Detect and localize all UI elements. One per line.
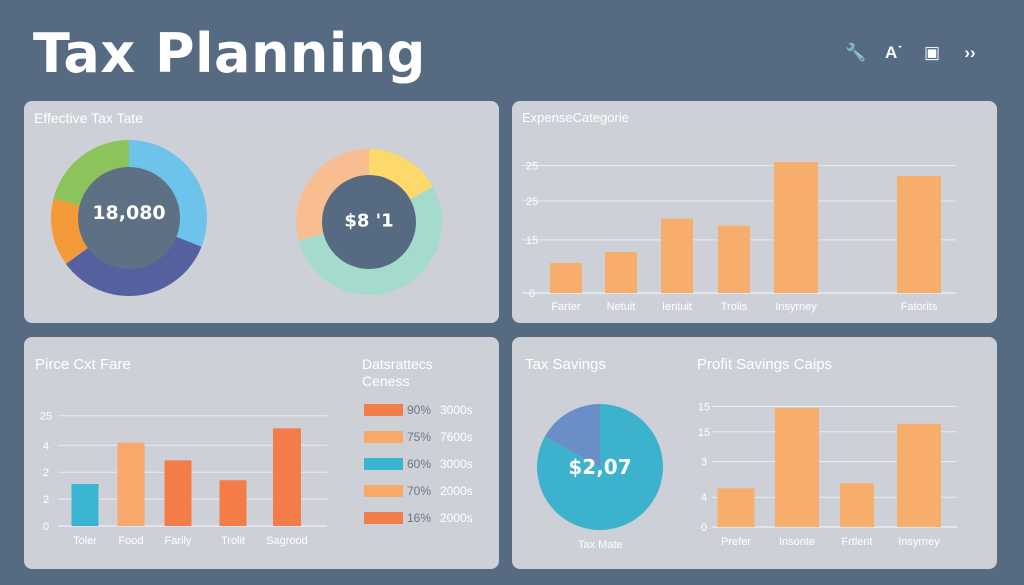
price-ytick-label: 2 <box>43 494 49 506</box>
user-sparkle-icon[interactable]: A˙ <box>885 43 903 62</box>
price-category-label: Toler <box>73 535 97 547</box>
tax-savings-pie-segment-1 <box>544 404 600 467</box>
profit-chart-title: Profit Savings Caips <box>697 356 833 373</box>
expense-category-label: Trolis <box>721 301 748 313</box>
price-category-label: Farily <box>165 535 192 547</box>
box-icon[interactable]: ▣ <box>923 43 941 62</box>
expense-chart-title: ExpenseCategorie <box>522 110 629 125</box>
profit-category-label: Frtlent <box>841 536 872 548</box>
page-title: Tax Planning <box>33 22 426 85</box>
legend-swatch <box>364 512 403 524</box>
price-ytick-label: 0 <box>43 521 49 533</box>
legend-title-line2: Ceness <box>362 373 410 389</box>
profit-category-label: Prefer <box>721 536 751 548</box>
price-bar-farily <box>164 460 192 526</box>
expense-category-label: Ientuit <box>662 301 692 313</box>
profit-ytick-label: 15 <box>698 401 710 413</box>
expense-category-label: Farter <box>551 301 581 313</box>
expense-ytick-label: 25 <box>526 161 538 173</box>
price-bar-food <box>117 442 145 526</box>
expense-category-label: Fatorits <box>901 301 938 313</box>
double-chevron-right-icon[interactable]: ›› <box>964 43 976 62</box>
legend-value: 3000s <box>440 457 473 471</box>
price-panel <box>24 337 499 569</box>
expense-bar-netuit <box>605 251 637 293</box>
donut1-center-value: 18,080 <box>92 202 166 224</box>
profit-bar-frtlent <box>840 483 874 527</box>
wrench-icon[interactable]: 🔧 <box>845 43 867 62</box>
profit-ytick-label: 0 <box>701 522 707 534</box>
price-bar-toler <box>71 484 99 526</box>
price-ytick-label: 25 <box>40 411 52 423</box>
expense-category-label: Netuit <box>607 301 636 313</box>
donut1-hole <box>78 167 180 269</box>
donut2-hole <box>322 175 416 269</box>
price-chart-title: Pirce Cxt Fare <box>35 356 131 373</box>
profit-bar-insyrney <box>897 423 941 527</box>
price-ytick-label: 2 <box>43 467 49 479</box>
expense-bar-ientuit <box>661 218 693 293</box>
tax-savings-value: $2,07 <box>568 455 632 479</box>
legend-percent: 60% <box>407 457 432 471</box>
legend-percent: 70% <box>407 484 432 498</box>
legend-swatch <box>364 431 403 443</box>
effective-tax-rate-title: Effective Tax Tate <box>34 110 143 126</box>
expense-bar-fatorits <box>897 176 941 293</box>
price-category-label: Sagrood <box>266 535 308 547</box>
profit-category-label: Insyrney <box>898 536 940 548</box>
profit-category-label: Insonte <box>779 536 815 548</box>
expense-ytick-label: 0 <box>529 288 535 300</box>
legend-value: 7600s <box>440 430 473 444</box>
price-bar-sagrood <box>273 428 301 526</box>
legend-value: 2000s <box>440 511 473 525</box>
profit-ytick-label: 3 <box>701 457 707 469</box>
expense-bar-trolis <box>718 225 750 293</box>
tax-savings-title: Tax Savings <box>525 356 606 373</box>
legend-value: 3000s <box>440 403 473 417</box>
legend-swatch <box>364 458 403 470</box>
tax-savings-caption: Tax Mate <box>578 539 623 551</box>
legend-value: 2000s <box>440 484 473 498</box>
legend-percent: 16% <box>407 511 432 525</box>
price-bar-trolit <box>219 480 247 526</box>
legend-title-line1: Datsrattecs <box>362 356 433 372</box>
legend-percent: 75% <box>407 430 432 444</box>
profit-bar-insonte <box>775 407 819 527</box>
profit-bar-prefer <box>717 488 755 527</box>
profit-ytick-label: 4 <box>701 492 707 504</box>
expense-category-label: Insyrney <box>775 301 817 313</box>
expense-bar-farter <box>550 262 582 293</box>
legend-swatch <box>364 404 403 416</box>
expense-bar-insyrney <box>774 162 818 293</box>
price-category-label: Trolit <box>221 535 245 547</box>
price-ytick-label: 4 <box>43 440 49 452</box>
legend-percent: 90% <box>407 403 432 417</box>
profit-ytick-label: 15 <box>698 427 710 439</box>
legend-swatch <box>364 485 403 497</box>
expense-ytick-label: 25 <box>526 196 538 208</box>
donut2-center-value: $8 '1 <box>344 210 394 232</box>
expense-ytick-label: 15 <box>526 235 538 247</box>
price-category-label: Food <box>118 535 143 547</box>
